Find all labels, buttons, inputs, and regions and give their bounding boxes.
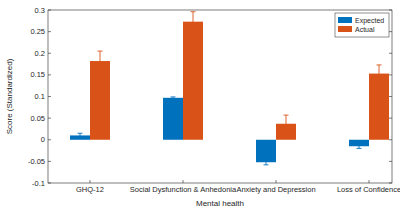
error-bar xyxy=(171,97,176,99)
y-tick-label: 0.25 xyxy=(30,27,45,36)
x-tick-label: Loss of Confidence xyxy=(337,185,400,194)
y-tick-label: -0.1 xyxy=(32,179,45,188)
y-axis-label: Score (Standardized) xyxy=(5,58,14,134)
x-tick xyxy=(369,180,370,183)
x-tick-label: GHQ-12 xyxy=(76,185,104,194)
y-tick-right xyxy=(389,53,392,54)
x-tick xyxy=(90,180,91,183)
y-tick xyxy=(48,183,51,184)
error-bar xyxy=(264,160,269,165)
bar xyxy=(183,22,203,140)
x-tick xyxy=(276,180,277,183)
y-tick-right xyxy=(389,161,392,162)
legend-box xyxy=(335,13,389,37)
bar xyxy=(90,61,110,140)
error-bar xyxy=(191,12,196,32)
y-tick-label: 0.05 xyxy=(30,114,45,123)
y-tick xyxy=(48,139,51,140)
y-tick xyxy=(48,161,51,162)
legend-swatch xyxy=(338,26,352,32)
error-bar xyxy=(377,65,382,82)
error-bar xyxy=(357,144,362,148)
error-bar xyxy=(98,51,103,71)
bar xyxy=(163,98,183,140)
y-tick-right xyxy=(389,139,392,140)
bar xyxy=(369,74,389,140)
plot-frame xyxy=(48,10,392,183)
error-bar xyxy=(284,115,289,132)
y-tick-right xyxy=(389,31,392,32)
y-tick-right xyxy=(389,10,392,11)
legend-label: Expected xyxy=(355,17,384,25)
y-tick-label: 0.2 xyxy=(35,49,45,58)
y-tick-right xyxy=(389,74,392,75)
y-tick-label: 0 xyxy=(41,135,45,144)
y-tick-right xyxy=(389,183,392,184)
x-tick-label: Social Dysfunction & Anhedonia xyxy=(130,185,237,194)
y-tick-label: 0.15 xyxy=(30,70,45,79)
legend: ExpectedActual xyxy=(335,13,389,37)
bar xyxy=(256,140,276,162)
y-tick xyxy=(48,53,51,54)
y-tick-right xyxy=(389,96,392,97)
y-tick-right xyxy=(389,118,392,119)
x-tick xyxy=(183,180,184,183)
x-axis-label: Mental health xyxy=(196,199,244,208)
y-tick-label: 0.3 xyxy=(35,6,45,15)
y-tick-label: 0.1 xyxy=(35,92,45,101)
y-tick xyxy=(48,31,51,32)
legend-swatch xyxy=(338,17,352,23)
legend-label: Actual xyxy=(355,26,375,33)
y-tick xyxy=(48,96,51,97)
y-tick xyxy=(48,10,51,11)
bars xyxy=(70,12,389,165)
y-tick-label: -0.05 xyxy=(28,157,45,166)
y-tick xyxy=(48,74,51,75)
chart: -0.1 -0.05 0 0.05 0.1 0.15 0.2 0.25 0.3 GHQ-12 Soc… xyxy=(0,0,400,214)
x-tick-label: Anxiety and Depression xyxy=(236,185,315,194)
error-bar xyxy=(78,133,83,137)
y-tick xyxy=(48,118,51,119)
